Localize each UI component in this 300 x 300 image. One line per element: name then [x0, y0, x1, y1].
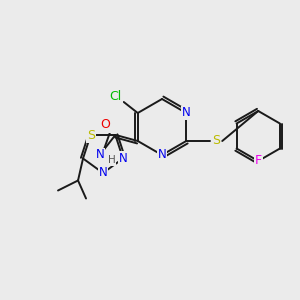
Text: N: N [99, 167, 107, 179]
Text: S: S [87, 128, 95, 142]
Text: H: H [108, 155, 116, 165]
Text: N: N [158, 148, 166, 161]
Text: N: N [118, 152, 127, 165]
Text: O: O [100, 118, 110, 131]
Text: N: N [182, 106, 190, 119]
Text: S: S [212, 134, 220, 148]
Text: F: F [255, 154, 262, 167]
Text: Cl: Cl [110, 91, 122, 103]
Text: N: N [95, 148, 104, 161]
